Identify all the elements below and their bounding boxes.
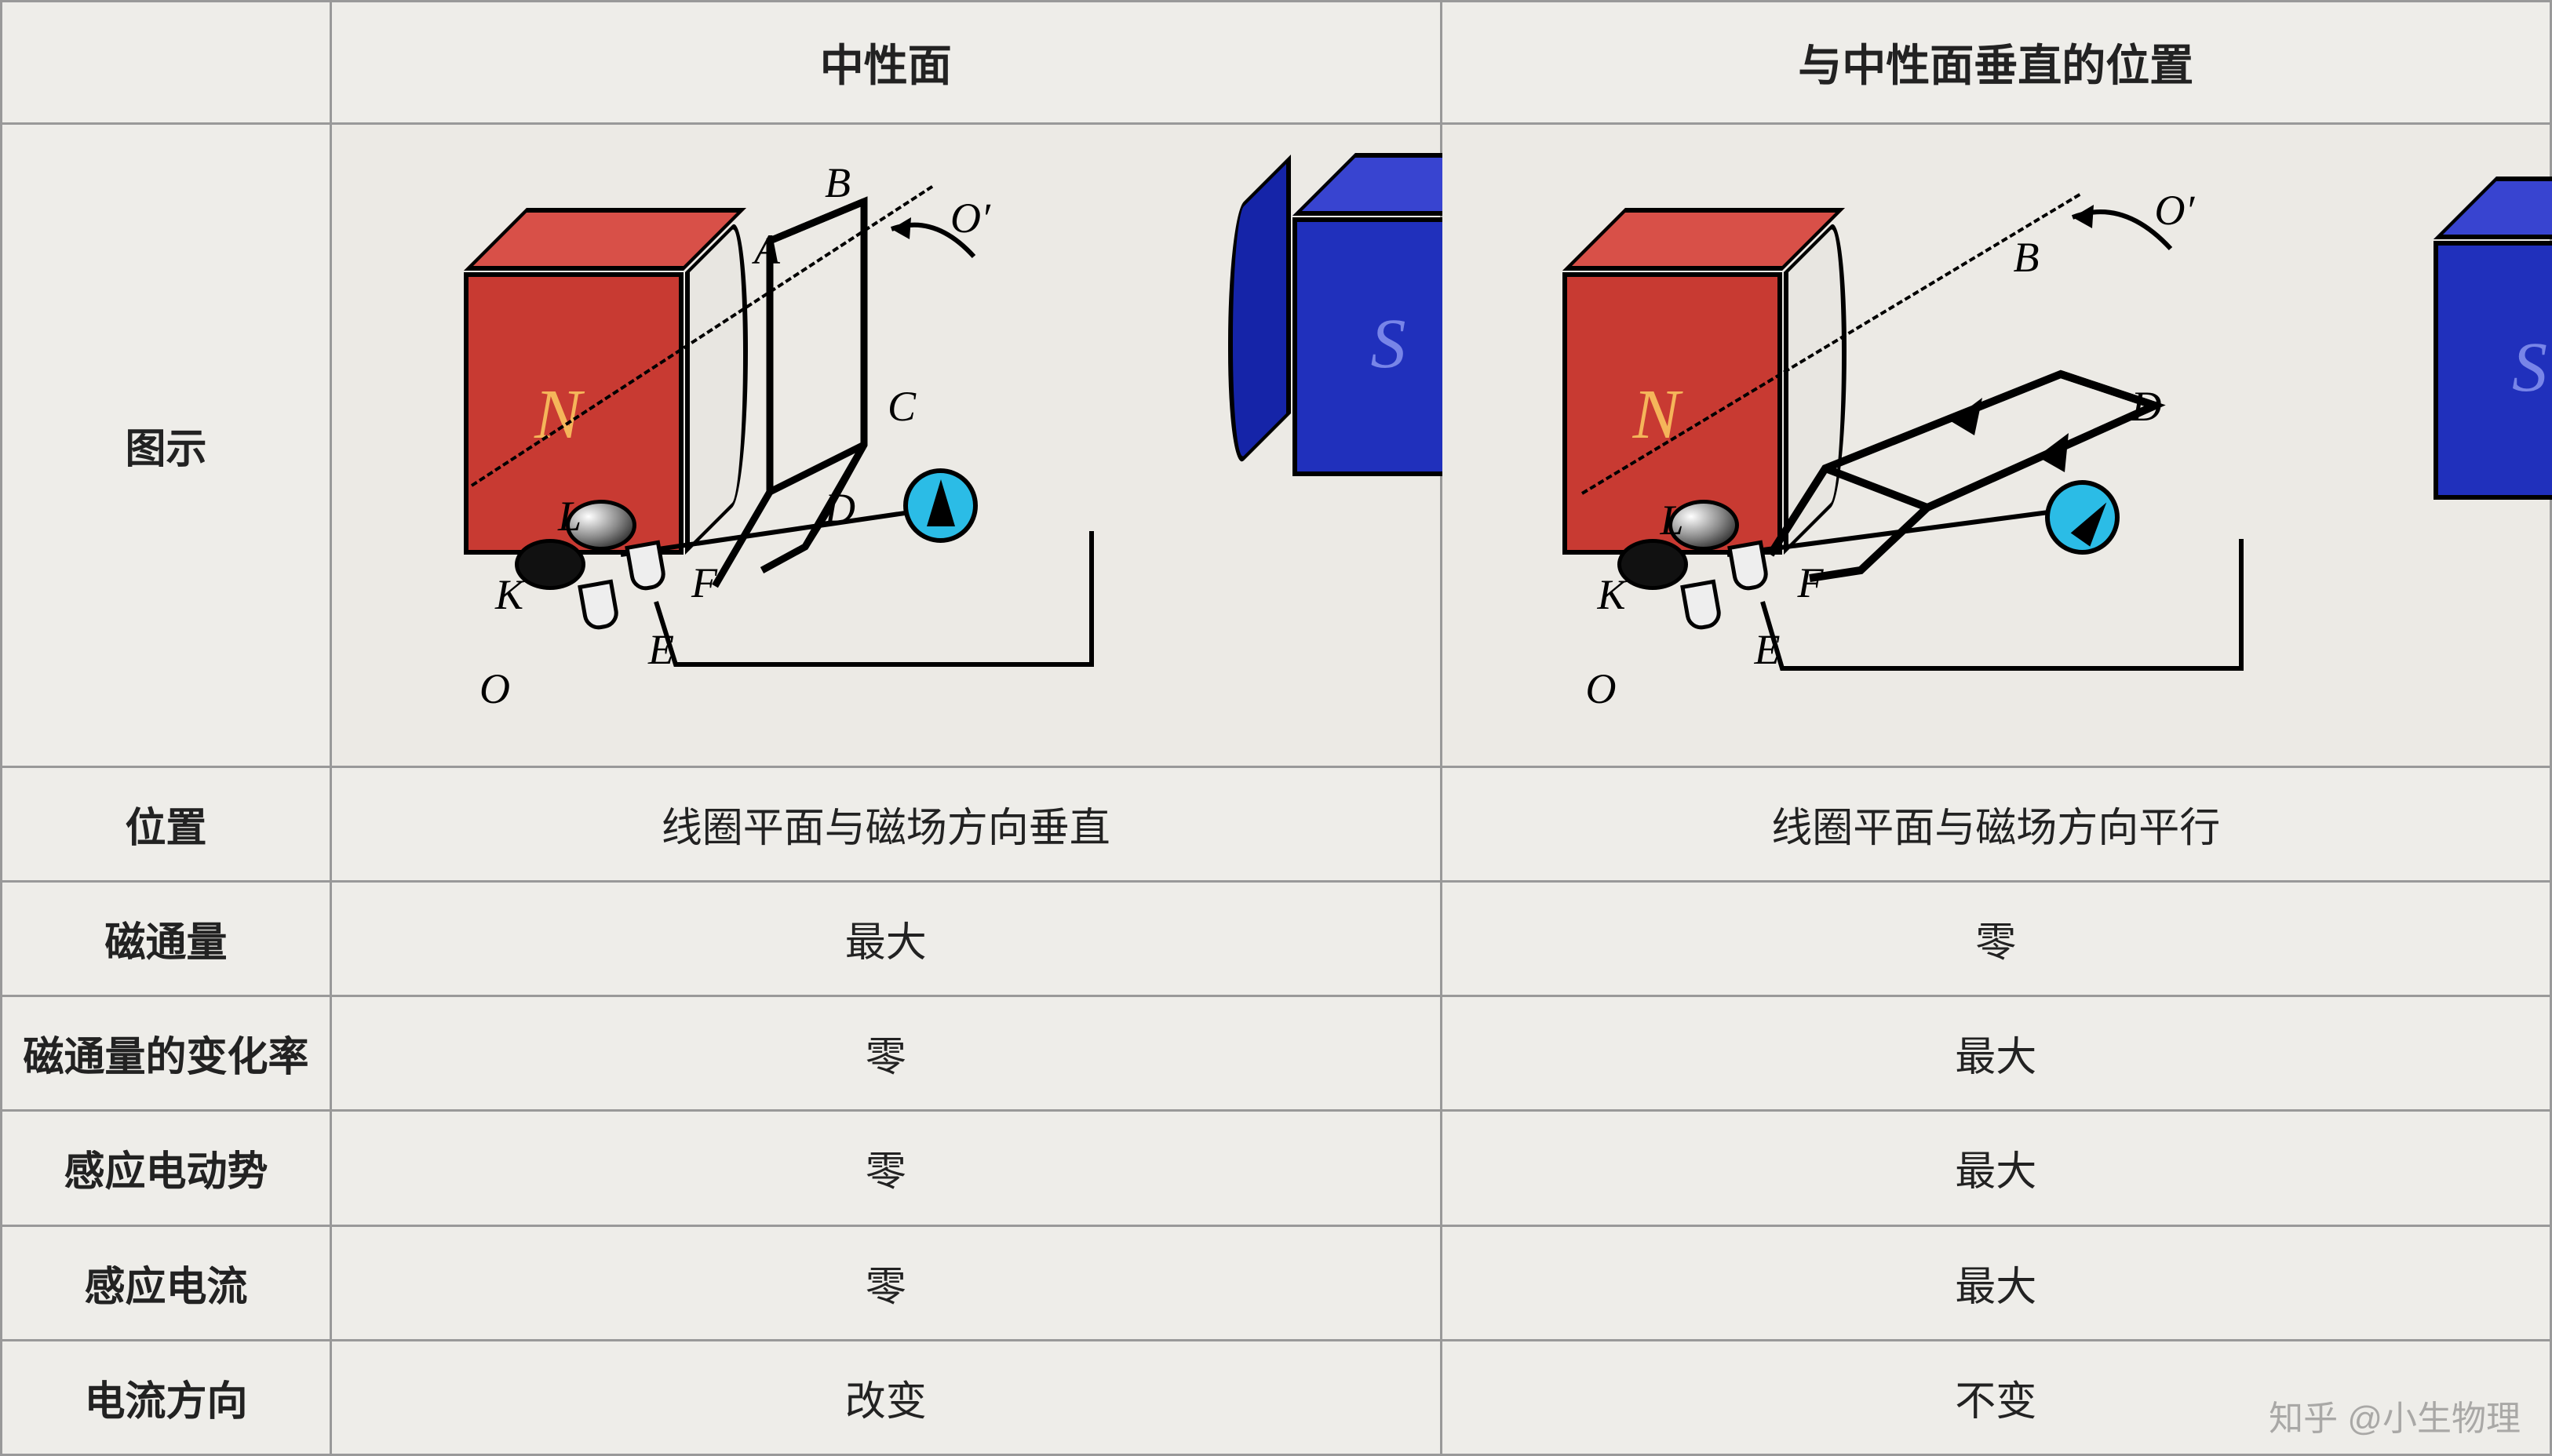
row-flux: 磁通量 最大 零 <box>2 881 2551 996</box>
label-B: B <box>2014 233 2040 282</box>
row-label-flux-rate: 磁通量的变化率 <box>2 996 331 1111</box>
cell-current-neutral: 零 <box>331 1225 1442 1340</box>
diagram-perp: N S <box>1441 123 2551 766</box>
cell-current-dir-neutral: 改变 <box>331 1340 1442 1454</box>
row-label-emf: 感应电动势 <box>2 1111 331 1225</box>
header-neutral: 中性面 <box>331 2 1442 124</box>
watermark: 知乎 @小生物理 <box>2269 1390 2521 1440</box>
header-perp: 与中性面垂直的位置 <box>1441 2 2551 124</box>
cell-flux-rate-neutral: 零 <box>331 996 1442 1111</box>
cell-position-neutral: 线圈平面与磁场方向垂直 <box>331 766 1442 881</box>
label-Oprime: O′ <box>950 194 990 242</box>
label-E: E <box>648 625 674 674</box>
row-label-position: 位置 <box>2 766 331 881</box>
row-label-diagram: 图示 <box>2 123 331 766</box>
cell-current-perp: 最大 <box>1441 1225 2551 1340</box>
cell-position-perp: 线圈平面与磁场方向平行 <box>1441 766 2551 881</box>
label-L: L <box>1661 496 1684 544</box>
cell-flux-perp: 零 <box>1441 881 2551 996</box>
diagram-neutral: N S <box>331 123 1442 766</box>
label-O: O <box>479 664 510 713</box>
label-F: F <box>691 559 717 607</box>
label-D: D <box>825 484 855 533</box>
label-K: K <box>495 570 523 619</box>
label-Oprime: O′ <box>2155 186 2195 235</box>
label-E: E <box>1755 625 1781 674</box>
label-A: A <box>754 225 780 274</box>
header-row: 中性面 与中性面垂直的位置 <box>2 2 2551 124</box>
cell-flux-rate-perp: 最大 <box>1441 996 2551 1111</box>
label-K: K <box>1598 570 1626 619</box>
magnet-n-label: N <box>534 374 581 455</box>
label-L: L <box>558 492 581 541</box>
diagram-row: 图示 N S <box>2 123 2551 766</box>
row-position: 位置 线圈平面与磁场方向垂直 线圈平面与磁场方向平行 <box>2 766 2551 881</box>
row-current-dir: 电流方向 改变 不变 <box>2 1340 2551 1454</box>
coil-horizontal <box>1731 233 2171 635</box>
magnet-n-label: N <box>1633 374 1680 455</box>
ammeter-icon <box>903 468 978 543</box>
label-O: O <box>1586 664 1617 713</box>
label-D: D <box>2131 382 2162 431</box>
row-current: 感应电流 零 最大 <box>2 1225 2551 1340</box>
magnet-s-label: S <box>1371 304 1406 384</box>
row-label-current-dir: 电流方向 <box>2 1340 331 1454</box>
cell-flux-neutral: 最大 <box>331 881 1442 996</box>
row-emf: 感应电动势 零 最大 <box>2 1111 2551 1225</box>
label-C: C <box>888 382 916 431</box>
label-B: B <box>825 158 851 207</box>
cell-emf-perp: 最大 <box>1441 1111 2551 1225</box>
row-flux-rate: 磁通量的变化率 零 最大 <box>2 996 2551 1111</box>
ammeter-icon <box>2045 480 2120 555</box>
label-F: F <box>1798 559 1824 607</box>
physics-comparison-table: 中性面 与中性面垂直的位置 图示 N <box>0 0 2552 1456</box>
magnet-s-label: S <box>2512 327 2547 408</box>
row-label-current: 感应电流 <box>2 1225 331 1340</box>
cell-emf-neutral: 零 <box>331 1111 1442 1225</box>
header-blank <box>2 2 331 124</box>
row-label-flux: 磁通量 <box>2 881 331 996</box>
